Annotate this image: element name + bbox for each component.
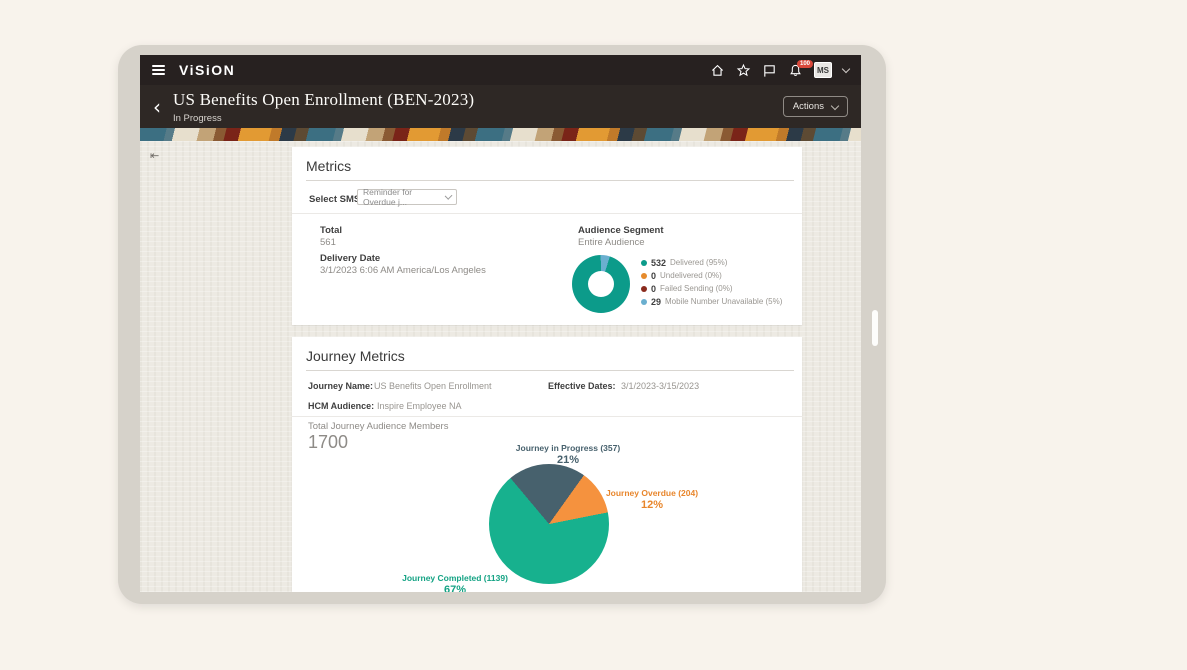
legend-dot-red bbox=[641, 285, 647, 292]
legend-item-undelivered: 0 Undelivered (0%) bbox=[641, 269, 782, 282]
chevron-down-icon bbox=[830, 101, 840, 110]
actions-button[interactable]: Actions bbox=[782, 96, 848, 117]
metrics-card-title: Metrics bbox=[306, 158, 352, 174]
metrics-card: Metrics Select SMS Reminder for Overdue … bbox=[292, 147, 802, 325]
legend-item-failed-sending: 0 Failed Sending (0%) bbox=[641, 282, 782, 295]
pie-label-in-progress: Journey in Progress (357) 21% bbox=[515, 443, 621, 466]
audience-segment-label: Audience Segment bbox=[578, 225, 664, 236]
pie-label-completed: Journey Completed (1139) 67% bbox=[402, 573, 508, 592]
chevron-down-icon[interactable] bbox=[841, 64, 851, 73]
back-button[interactable]: ‹ bbox=[153, 94, 161, 119]
legend-dot-blue bbox=[641, 298, 647, 305]
hcm-audience-label: HCM Audience: bbox=[308, 401, 375, 411]
journey-pie-chart bbox=[489, 464, 609, 584]
delivery-date-value: 3/1/2023 6:06 AM America/Los Angeles bbox=[320, 265, 486, 276]
page-title: US Benefits Open Enrollment (BEN-2023) bbox=[173, 89, 475, 109]
effective-dates-label: Effective Dates: bbox=[548, 381, 616, 391]
notification-badge: 100 bbox=[797, 59, 814, 68]
collapse-panel-icon[interactable]: ⇤ bbox=[150, 149, 160, 162]
divider bbox=[292, 213, 802, 214]
effective-dates-value: 3/1/2023-3/15/2023 bbox=[621, 381, 700, 391]
total-members-label: Total Journey Audience Members bbox=[308, 421, 449, 432]
divider bbox=[306, 370, 794, 371]
delivery-date-label: Delivery Date bbox=[320, 253, 381, 264]
divider bbox=[306, 180, 794, 181]
journey-metrics-card: Journey Metrics Journey Name: US Benefit… bbox=[292, 337, 802, 592]
app-screen: ViSiON 100 bbox=[140, 55, 861, 592]
tablet-frame: ViSiON 100 bbox=[118, 45, 886, 604]
page-header: ‹ US Benefits Open Enrollment (BEN-2023)… bbox=[140, 85, 861, 128]
pie-label-overdue: Journey Overdue (204) 12% bbox=[605, 488, 699, 511]
brand-logo: ViSiON bbox=[179, 62, 236, 78]
select-sms-value: Reminder for Overdue j... bbox=[363, 187, 413, 207]
content-area: ⇤ Metrics Select SMS Reminder for Overdu… bbox=[140, 141, 861, 592]
hamburger-menu-icon[interactable] bbox=[152, 65, 165, 75]
total-label: Total bbox=[320, 225, 342, 236]
status-text: In Progress bbox=[173, 112, 222, 124]
decorative-banner bbox=[140, 128, 861, 141]
legend-item-mobile-unavailable: 29 Mobile Number Unavailable (5%) bbox=[641, 295, 782, 308]
donut-hole bbox=[588, 271, 614, 297]
legend-item-delivered: 532 Delivered (95%) bbox=[641, 256, 782, 269]
app-bar: ViSiON 100 bbox=[140, 55, 861, 85]
select-sms-label: Select SMS bbox=[309, 194, 361, 205]
legend-dot-orange bbox=[641, 272, 647, 279]
notifications-button[interactable]: 100 bbox=[788, 59, 814, 78]
hcm-audience-value: Inspire Employee NA bbox=[377, 401, 462, 411]
donut-legend: 532 Delivered (95%) 0 Undelivered (0%) 0 bbox=[641, 256, 782, 308]
select-sms-dropdown[interactable]: Reminder for Overdue j... bbox=[357, 187, 457, 207]
journey-metrics-title: Journey Metrics bbox=[306, 348, 405, 364]
actions-button-label: Actions bbox=[792, 101, 824, 112]
tablet-side-button bbox=[872, 310, 878, 346]
star-icon[interactable] bbox=[736, 63, 751, 78]
audience-segment-value: Entire Audience bbox=[578, 237, 645, 248]
journey-name-label: Journey Name: bbox=[308, 381, 374, 391]
total-members-value: 1700 bbox=[308, 432, 349, 452]
journey-name-value: US Benefits Open Enrollment bbox=[374, 381, 492, 391]
legend-dot-teal bbox=[641, 259, 647, 266]
avatar[interactable]: MS bbox=[814, 62, 832, 78]
total-value: 561 bbox=[320, 237, 336, 248]
divider bbox=[292, 416, 802, 417]
flag-icon[interactable] bbox=[762, 63, 777, 78]
home-icon[interactable] bbox=[710, 63, 725, 78]
